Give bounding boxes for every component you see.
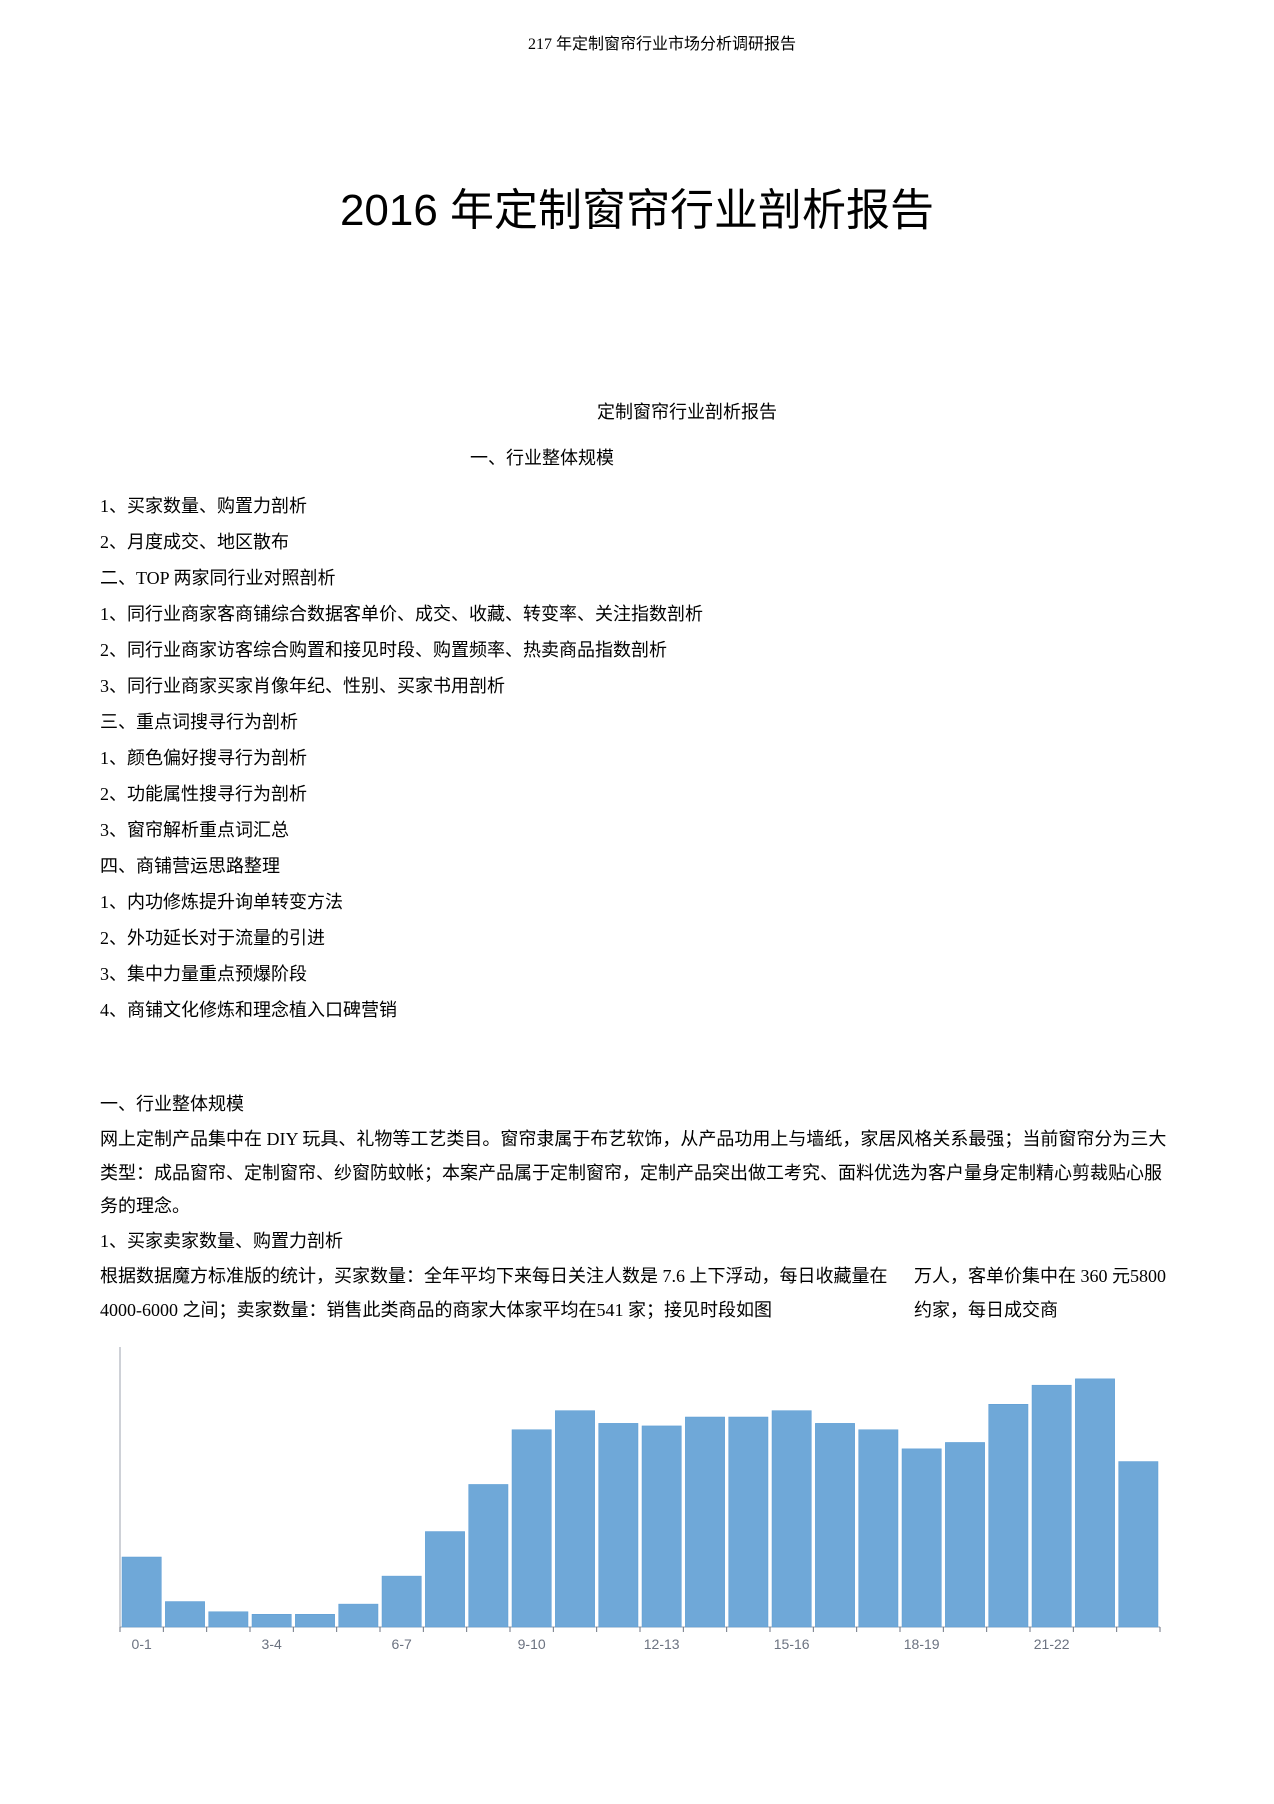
svg-text:6-7: 6-7 (392, 1636, 412, 1652)
toc-item: 3、同行业商家买家肖像年纪、性别、买家书用剖析 (100, 668, 1174, 704)
body-paragraph-2-right: 万人，客单价集中在 360 元5800 约家，每日成交商 (914, 1260, 1174, 1327)
toc-item: 二、TOP 两家同行业对照剖析 (100, 560, 1174, 596)
toc-item: 4、商铺文化修炼和理念植入口碑营销 (100, 992, 1174, 1028)
svg-text:0-1: 0-1 (132, 1636, 152, 1652)
svg-text:12-13: 12-13 (644, 1636, 680, 1652)
svg-text:3-4: 3-4 (262, 1636, 282, 1652)
page-header: 217 年定制窗帘行业市场分析调研报告 (100, 30, 1174, 54)
toc-item: 2、功能属性搜寻行为剖析 (100, 776, 1174, 812)
bar-chart-svg: 0-1 3-4 6-7 9-10 12-13 15-16 18-19 21-22 (100, 1342, 1170, 1672)
body-heading-1: 一、行业整体规模 (100, 1088, 1174, 1121)
body-heading-2: 1、买家卖家数量、购置力剖析 (100, 1225, 1174, 1258)
toc-item: 1、买家数量、购置力剖析 (100, 488, 1174, 524)
toc-item: 1、同行业商家客商铺综合数据客单价、成交、收藏、转变率、关注指数剖析 (100, 596, 1174, 632)
subtitle: 定制窗帘行业剖析报告 (100, 398, 1174, 424)
toc-item: 四、商铺营运思路整理 (100, 848, 1174, 884)
toc-item: 1、颜色偏好搜寻行为剖析 (100, 740, 1174, 776)
section-1-header: 一、行业整体规模 (100, 444, 1174, 470)
svg-text:15-16: 15-16 (774, 1636, 810, 1652)
main-title: 2016 年定制窗帘行业剖析报告 (100, 174, 1174, 238)
toc-item: 2、同行业商家访客综合购置和接见时段、购置频率、热卖商品指数剖析 (100, 632, 1174, 668)
toc-block: 1、买家数量、购置力剖析 2、月度成交、地区散布 二、TOP 两家同行业对照剖析… (100, 488, 1174, 1028)
body-paragraph-2-left: 根据数据魔方标准版的统计，买家数量：全年平均下来每日关注人数是 7.6 上下浮动… (100, 1266, 888, 1319)
toc-item: 2、月度成交、地区散布 (100, 524, 1174, 560)
body-section: 一、行业整体规模 网上定制产品集中在 DIY 玩具、礼物等工艺类目。窗帘隶属于布… (100, 1088, 1174, 1327)
toc-item: 三、重点词搜寻行为剖析 (100, 704, 1174, 740)
hourly-chart: 0-1 3-4 6-7 9-10 12-13 15-16 18-19 21-22 (100, 1342, 1174, 1672)
toc-item: 1、内功修炼提升询单转变方法 (100, 884, 1174, 920)
body-paragraph-1: 网上定制产品集中在 DIY 玩具、礼物等工艺类目。窗帘隶属于布艺软饰，从产品功用… (100, 1123, 1174, 1223)
toc-item: 3、窗帘解析重点词汇总 (100, 812, 1174, 848)
toc-item: 2、外功延长对于流量的引进 (100, 920, 1174, 956)
svg-text:9-10: 9-10 (518, 1636, 546, 1652)
body-paragraph-2: 万人，客单价集中在 360 元5800 约家，每日成交商 根据数据魔方标准版的统… (100, 1260, 1174, 1327)
toc-item: 3、集中力量重点预爆阶段 (100, 956, 1174, 992)
svg-text:21-22: 21-22 (1034, 1636, 1070, 1652)
svg-text:18-19: 18-19 (904, 1636, 940, 1652)
